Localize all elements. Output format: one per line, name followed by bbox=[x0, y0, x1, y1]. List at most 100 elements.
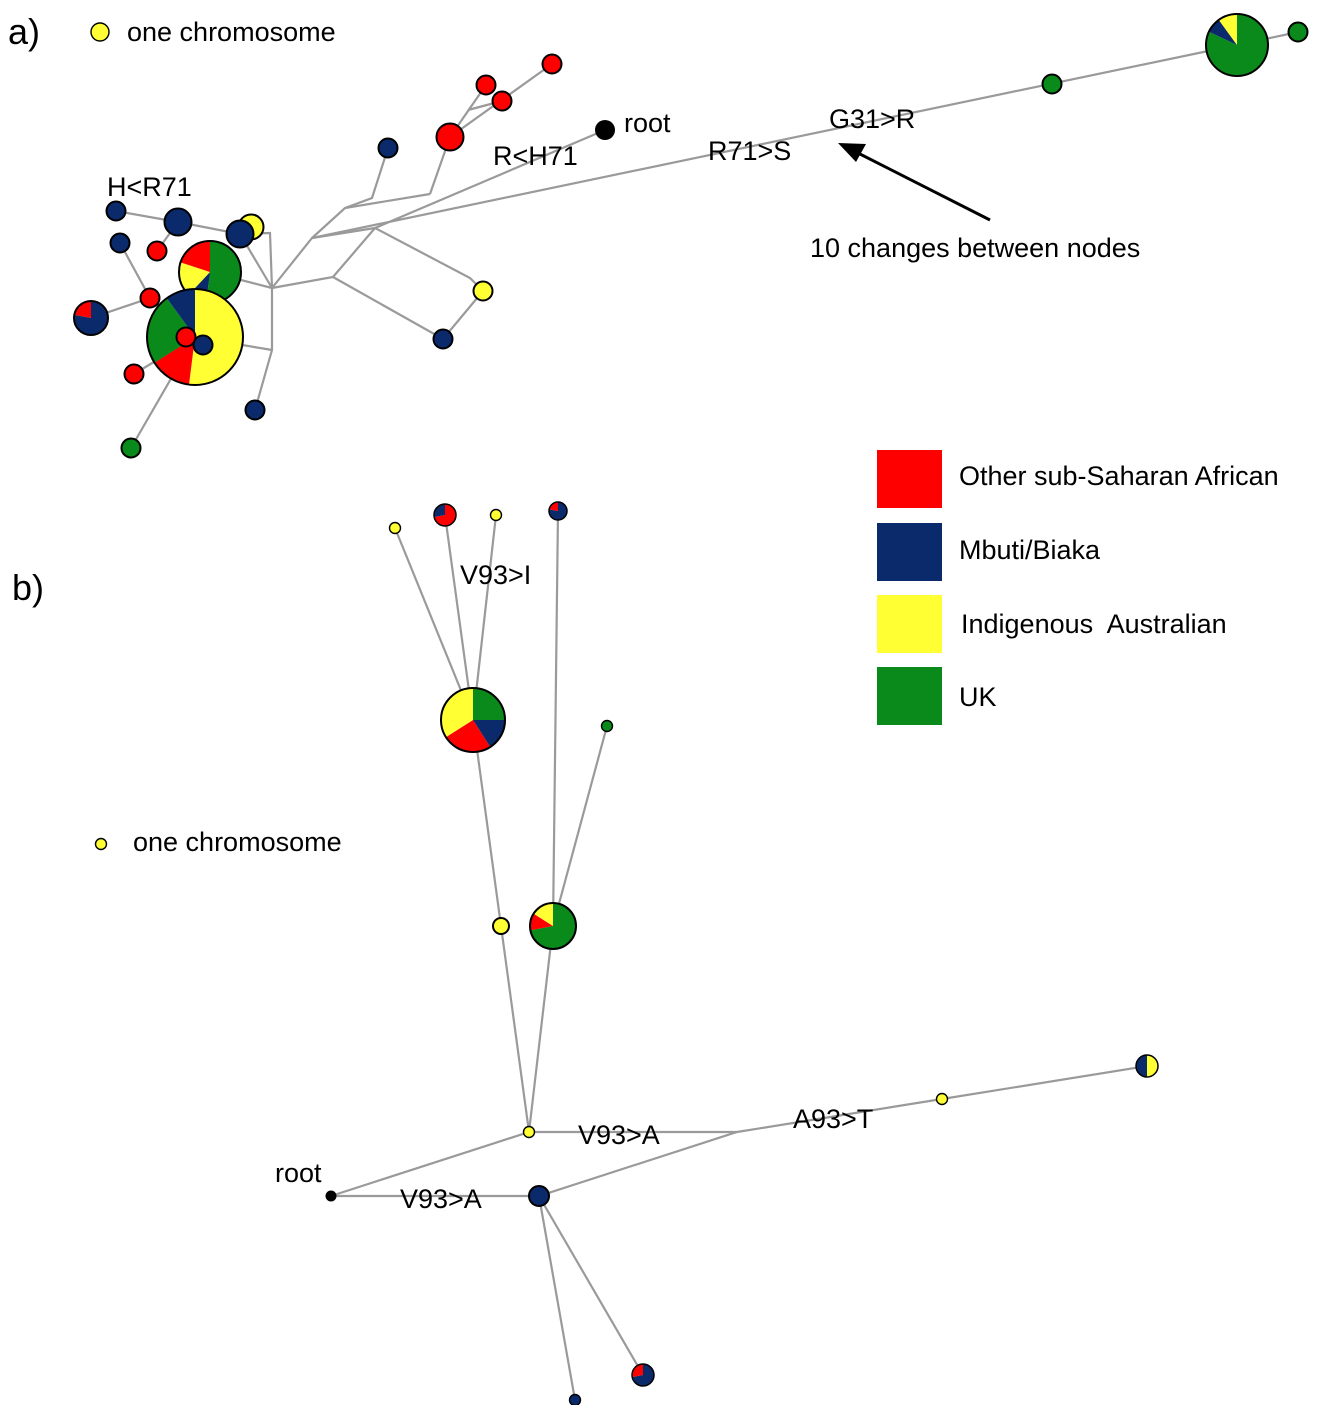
legend-swatch bbox=[877, 450, 942, 508]
root-label: root bbox=[624, 108, 671, 138]
edge bbox=[527, 510, 560, 1133]
haplotype-node bbox=[568, 1393, 582, 1407]
pie-outline bbox=[73, 300, 109, 336]
legend-label: UK bbox=[959, 682, 997, 712]
edge bbox=[332, 276, 484, 341]
pie-slice bbox=[180, 241, 210, 272]
pie-node bbox=[433, 503, 457, 527]
haplotype-node bbox=[163, 207, 193, 237]
pie-node bbox=[73, 300, 109, 336]
panel-b-key-node bbox=[94, 837, 108, 851]
haplotype-node bbox=[120, 437, 142, 459]
haplotype-node bbox=[472, 280, 494, 302]
haplotype-node bbox=[475, 74, 497, 96]
haplotype-node bbox=[192, 334, 214, 356]
legend-label: Other sub-Saharan African bbox=[959, 461, 1279, 491]
edge bbox=[443, 514, 475, 721]
haplotype-node bbox=[435, 122, 465, 152]
pie-outline bbox=[1135, 1054, 1159, 1078]
pie-slice bbox=[1218, 14, 1237, 45]
pie-slice bbox=[154, 337, 195, 385]
haplotype-node bbox=[491, 90, 513, 112]
pie-outline bbox=[433, 503, 457, 527]
haplotype-node bbox=[1041, 73, 1063, 95]
pie-slice bbox=[166, 289, 195, 337]
mutation-label: G31>R bbox=[829, 104, 915, 134]
pie-slice bbox=[473, 688, 505, 720]
pie-slice bbox=[179, 262, 210, 295]
pie-slice bbox=[206, 241, 242, 303]
pie-slice bbox=[1208, 19, 1237, 45]
pie-slice bbox=[1136, 1055, 1147, 1077]
haplotype-node bbox=[489, 508, 503, 522]
legend: Other sub-Saharan African Mbuti/Biaka In… bbox=[877, 450, 1279, 725]
haplotype-node bbox=[492, 917, 510, 935]
haplotype-node bbox=[175, 326, 197, 348]
pie-slice bbox=[549, 502, 558, 511]
pie-slice bbox=[1147, 1055, 1158, 1077]
haplotype-node bbox=[123, 363, 145, 385]
edge bbox=[330, 719, 531, 1198]
haplotype-node bbox=[528, 1185, 550, 1207]
root-node bbox=[595, 120, 615, 140]
pie-node bbox=[1135, 1054, 1159, 1078]
pie-slice bbox=[632, 1364, 643, 1378]
panel-a-key-text: one chromosome bbox=[127, 17, 336, 47]
pie-node bbox=[631, 1363, 655, 1387]
mutation-label: H<R71 bbox=[107, 172, 192, 202]
edge bbox=[393, 527, 475, 721]
pie-outline bbox=[1205, 13, 1269, 77]
legend-swatch bbox=[877, 595, 942, 653]
pie-slice bbox=[74, 301, 91, 318]
pie-outline bbox=[631, 1363, 655, 1387]
panel-b-edges bbox=[330, 510, 1148, 1401]
edge bbox=[471, 514, 498, 721]
haplotype-node bbox=[541, 53, 563, 75]
mutation-label: V93>I bbox=[460, 560, 531, 590]
legend-swatch bbox=[877, 523, 942, 581]
pie-slice bbox=[530, 913, 553, 931]
mutation-label: V93>A bbox=[400, 1184, 482, 1214]
haplotype-node bbox=[935, 1092, 949, 1106]
pie-outline bbox=[529, 902, 577, 950]
panel-b-key-text: one chromosome bbox=[133, 827, 342, 857]
pie-node bbox=[1205, 13, 1269, 77]
panel-b: b) one chromosome bbox=[12, 501, 1159, 1407]
haplotype-node bbox=[225, 219, 255, 249]
haplotype-node bbox=[600, 719, 614, 733]
panel-b-nodes bbox=[325, 501, 1159, 1407]
haplotype-node bbox=[388, 521, 402, 535]
edge bbox=[374, 227, 484, 292]
legend-swatch bbox=[877, 667, 942, 725]
pie-node bbox=[146, 288, 244, 386]
haplotype-node bbox=[1287, 21, 1309, 43]
pie-outline bbox=[548, 501, 568, 521]
haplotype-node bbox=[146, 240, 168, 262]
legend-label: Indigenous Australian bbox=[961, 609, 1227, 639]
pie-node bbox=[529, 902, 577, 950]
haplotype-node bbox=[109, 232, 131, 254]
haplotype-node bbox=[139, 287, 161, 309]
pie-node bbox=[440, 687, 506, 753]
pie-slice bbox=[434, 504, 456, 526]
mutation-label: A93>T bbox=[793, 1104, 873, 1134]
mutation-label: R71>S bbox=[708, 136, 791, 166]
pie-outline bbox=[440, 687, 506, 753]
pie-slice bbox=[188, 289, 244, 385]
panel-b-label: b) bbox=[12, 567, 44, 608]
haplotype-node bbox=[377, 137, 399, 159]
pie-node bbox=[548, 501, 568, 521]
pie-slice bbox=[434, 504, 445, 518]
edge bbox=[344, 147, 390, 210]
panel-a: a) one chromosome bbox=[8, 11, 1309, 459]
edge bbox=[537, 1195, 577, 1401]
haplotype-node bbox=[432, 328, 454, 350]
legend-label: Mbuti/Biaka bbox=[959, 535, 1101, 565]
haplotype-node bbox=[105, 200, 127, 222]
edge bbox=[538, 1195, 644, 1376]
panel-a-nodes bbox=[73, 13, 1309, 459]
pie-outline bbox=[146, 288, 244, 386]
edge bbox=[331, 1064, 1148, 1198]
